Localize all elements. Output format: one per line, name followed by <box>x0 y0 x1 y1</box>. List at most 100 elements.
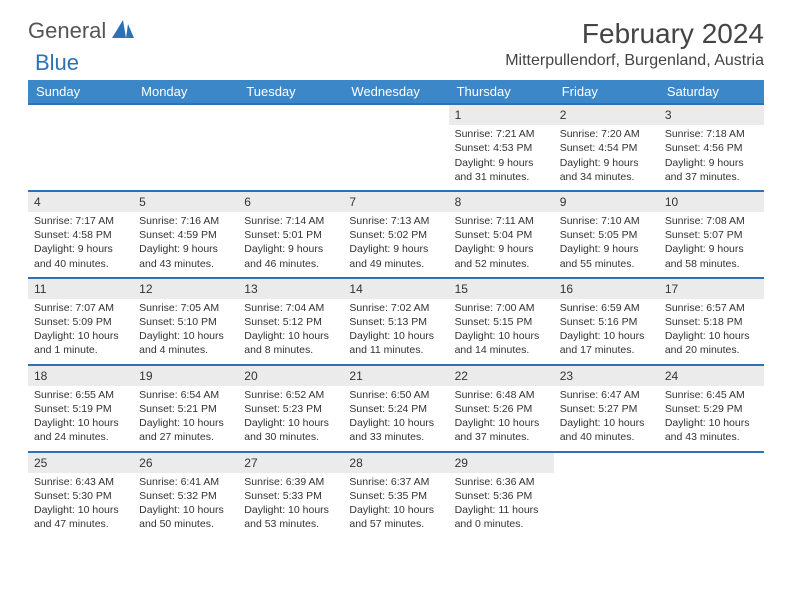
day-cell: 18Sunrise: 6:55 AMSunset: 5:19 PMDayligh… <box>28 366 133 451</box>
day-cell: 12Sunrise: 7:05 AMSunset: 5:10 PMDayligh… <box>133 279 238 364</box>
week-row: 18Sunrise: 6:55 AMSunset: 5:19 PMDayligh… <box>28 364 764 451</box>
day-body: Sunrise: 7:14 AMSunset: 5:01 PMDaylight:… <box>238 214 343 277</box>
week-row: 11Sunrise: 7:07 AMSunset: 5:09 PMDayligh… <box>28 277 764 364</box>
day-number: 10 <box>659 192 764 212</box>
day-body: Sunrise: 7:18 AMSunset: 4:56 PMDaylight:… <box>659 127 764 190</box>
day-number: 21 <box>343 366 448 386</box>
daylight-text: Daylight: 9 hours and 31 minutes. <box>455 156 548 184</box>
sunrise-text: Sunrise: 6:48 AM <box>455 388 548 402</box>
sunrise-text: Sunrise: 7:18 AM <box>665 127 758 141</box>
sunset-text: Sunset: 4:54 PM <box>560 141 653 155</box>
day-cell: 22Sunrise: 6:48 AMSunset: 5:26 PMDayligh… <box>449 366 554 451</box>
sunset-text: Sunset: 5:29 PM <box>665 402 758 416</box>
day-number: 29 <box>449 453 554 473</box>
sunset-text: Sunset: 5:26 PM <box>455 402 548 416</box>
day-number: 18 <box>28 366 133 386</box>
sunset-text: Sunset: 5:18 PM <box>665 315 758 329</box>
day-cell: 11Sunrise: 7:07 AMSunset: 5:09 PMDayligh… <box>28 279 133 364</box>
day-body: Sunrise: 7:08 AMSunset: 5:07 PMDaylight:… <box>659 214 764 277</box>
daylight-text: Daylight: 9 hours and 55 minutes. <box>560 242 653 270</box>
day-header: Saturday <box>659 80 764 103</box>
location: Mitterpullendorf, Burgenland, Austria <box>505 52 764 70</box>
sunrise-text: Sunrise: 7:17 AM <box>34 214 127 228</box>
day-number: 17 <box>659 279 764 299</box>
day-cell: 20Sunrise: 6:52 AMSunset: 5:23 PMDayligh… <box>238 366 343 451</box>
sunrise-text: Sunrise: 6:52 AM <box>244 388 337 402</box>
day-number: 16 <box>554 279 659 299</box>
day-cell: 5Sunrise: 7:16 AMSunset: 4:59 PMDaylight… <box>133 192 238 277</box>
sunset-text: Sunset: 4:56 PM <box>665 141 758 155</box>
daylight-text: Daylight: 9 hours and 52 minutes. <box>455 242 548 270</box>
day-cell: 17Sunrise: 6:57 AMSunset: 5:18 PMDayligh… <box>659 279 764 364</box>
day-number: 25 <box>28 453 133 473</box>
sunrise-text: Sunrise: 7:08 AM <box>665 214 758 228</box>
day-cell: 6Sunrise: 7:14 AMSunset: 5:01 PMDaylight… <box>238 192 343 277</box>
sunset-text: Sunset: 5:16 PM <box>560 315 653 329</box>
day-body: Sunrise: 6:45 AMSunset: 5:29 PMDaylight:… <box>659 388 764 451</box>
day-header: Friday <box>554 80 659 103</box>
daylight-text: Daylight: 10 hours and 50 minutes. <box>139 503 232 531</box>
day-number: 3 <box>659 105 764 125</box>
day-cell <box>659 453 764 538</box>
sunset-text: Sunset: 5:04 PM <box>455 228 548 242</box>
day-number: 28 <box>343 453 448 473</box>
sunset-text: Sunset: 5:13 PM <box>349 315 442 329</box>
daylight-text: Daylight: 10 hours and 20 minutes. <box>665 329 758 357</box>
sunset-text: Sunset: 5:35 PM <box>349 489 442 503</box>
daylight-text: Daylight: 9 hours and 58 minutes. <box>665 242 758 270</box>
daylight-text: Daylight: 10 hours and 57 minutes. <box>349 503 442 531</box>
day-number: 27 <box>238 453 343 473</box>
day-header: Sunday <box>28 80 133 103</box>
daylight-text: Daylight: 10 hours and 1 minute. <box>34 329 127 357</box>
day-number: 4 <box>28 192 133 212</box>
day-body: Sunrise: 6:55 AMSunset: 5:19 PMDaylight:… <box>28 388 133 451</box>
day-number-blank <box>554 453 659 473</box>
sunset-text: Sunset: 5:07 PM <box>665 228 758 242</box>
day-cell: 7Sunrise: 7:13 AMSunset: 5:02 PMDaylight… <box>343 192 448 277</box>
sunrise-text: Sunrise: 6:43 AM <box>34 475 127 489</box>
sunset-text: Sunset: 4:59 PM <box>139 228 232 242</box>
daylight-text: Daylight: 10 hours and 11 minutes. <box>349 329 442 357</box>
week-row: 1Sunrise: 7:21 AMSunset: 4:53 PMDaylight… <box>28 103 764 190</box>
day-number: 19 <box>133 366 238 386</box>
day-number: 11 <box>28 279 133 299</box>
day-cell: 13Sunrise: 7:04 AMSunset: 5:12 PMDayligh… <box>238 279 343 364</box>
day-cell <box>133 105 238 190</box>
daylight-text: Daylight: 9 hours and 34 minutes. <box>560 156 653 184</box>
day-cell: 23Sunrise: 6:47 AMSunset: 5:27 PMDayligh… <box>554 366 659 451</box>
day-cell <box>238 105 343 190</box>
daylight-text: Daylight: 10 hours and 30 minutes. <box>244 416 337 444</box>
week-row: 25Sunrise: 6:43 AMSunset: 5:30 PMDayligh… <box>28 451 764 538</box>
daylight-text: Daylight: 10 hours and 43 minutes. <box>665 416 758 444</box>
day-body: Sunrise: 7:21 AMSunset: 4:53 PMDaylight:… <box>449 127 554 190</box>
day-number-blank <box>238 105 343 125</box>
calendar-grid: 1Sunrise: 7:21 AMSunset: 4:53 PMDaylight… <box>28 103 764 537</box>
sunrise-text: Sunrise: 6:47 AM <box>560 388 653 402</box>
day-body: Sunrise: 7:16 AMSunset: 4:59 PMDaylight:… <box>133 214 238 277</box>
daylight-text: Daylight: 9 hours and 40 minutes. <box>34 242 127 270</box>
sunrise-text: Sunrise: 6:55 AM <box>34 388 127 402</box>
day-body: Sunrise: 7:02 AMSunset: 5:13 PMDaylight:… <box>343 301 448 364</box>
day-cell: 27Sunrise: 6:39 AMSunset: 5:33 PMDayligh… <box>238 453 343 538</box>
sunrise-text: Sunrise: 7:13 AM <box>349 214 442 228</box>
daylight-text: Daylight: 10 hours and 37 minutes. <box>455 416 548 444</box>
month-title: February 2024 <box>505 18 764 50</box>
sunrise-text: Sunrise: 7:05 AM <box>139 301 232 315</box>
sunrise-text: Sunrise: 6:59 AM <box>560 301 653 315</box>
sunset-text: Sunset: 4:53 PM <box>455 141 548 155</box>
sunset-text: Sunset: 5:05 PM <box>560 228 653 242</box>
day-header-row: SundayMondayTuesdayWednesdayThursdayFrid… <box>28 80 764 103</box>
header: General February 2024 Mitterpullendorf, … <box>28 18 764 76</box>
daylight-text: Daylight: 9 hours and 46 minutes. <box>244 242 337 270</box>
day-cell <box>343 105 448 190</box>
day-cell <box>28 105 133 190</box>
day-header: Tuesday <box>238 80 343 103</box>
title-block: February 2024 Mitterpullendorf, Burgenla… <box>505 18 764 76</box>
day-body: Sunrise: 6:36 AMSunset: 5:36 PMDaylight:… <box>449 475 554 538</box>
daylight-text: Daylight: 10 hours and 53 minutes. <box>244 503 337 531</box>
day-body: Sunrise: 6:52 AMSunset: 5:23 PMDaylight:… <box>238 388 343 451</box>
sunset-text: Sunset: 5:32 PM <box>139 489 232 503</box>
day-number: 20 <box>238 366 343 386</box>
day-number-blank <box>28 105 133 125</box>
sunrise-text: Sunrise: 6:37 AM <box>349 475 442 489</box>
